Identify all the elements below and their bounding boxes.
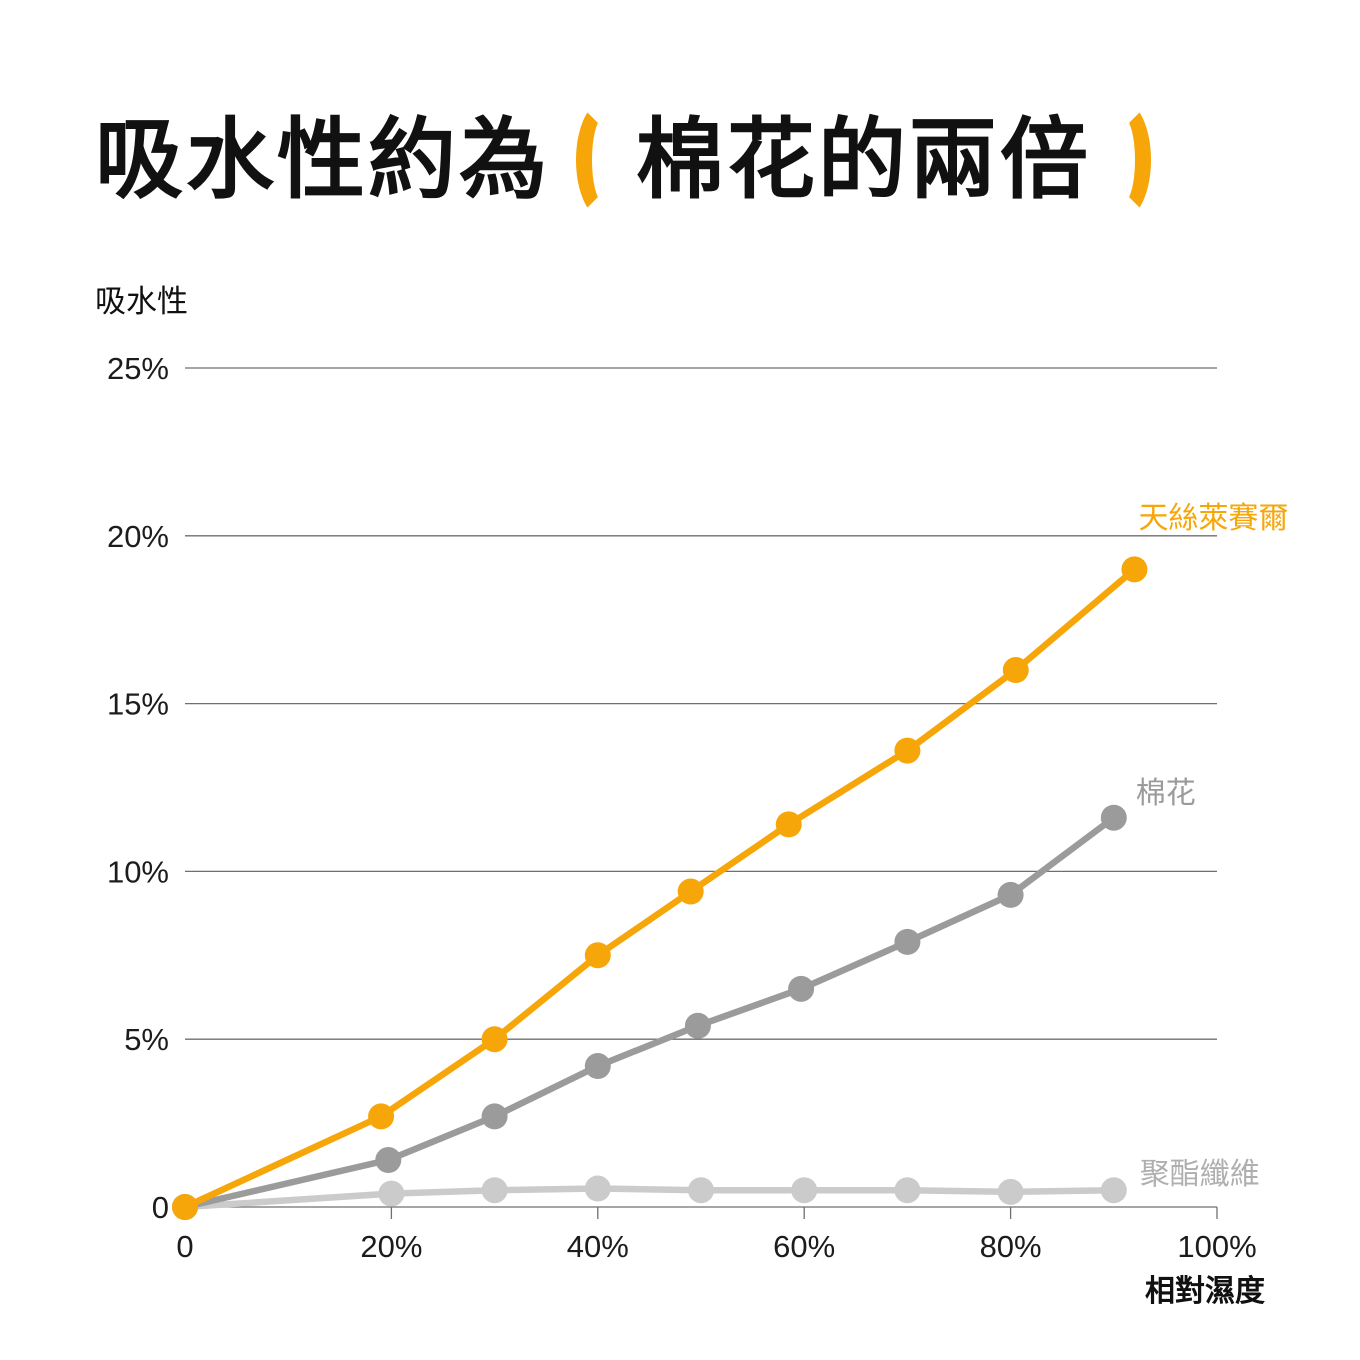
x-tick-label-40%: 40% <box>567 1229 629 1264</box>
series-dot-天絲萊賽爾 <box>894 737 921 764</box>
series-dot-天絲萊賽爾 <box>1002 657 1029 684</box>
close-paren-icon <box>1095 101 1152 219</box>
series-dot-天絲萊賽爾 <box>677 878 704 905</box>
series-dot-聚酯纖維 <box>481 1177 508 1204</box>
series-dot-天絲萊賽爾 <box>481 1026 508 1053</box>
series-dot-棉花 <box>1100 804 1127 831</box>
series-dot-天絲萊賽爾 <box>368 1103 395 1130</box>
series-dot-聚酯纖維 <box>791 1177 818 1204</box>
series-dot-棉花 <box>997 881 1024 908</box>
x-tick-label-20%: 20% <box>360 1229 422 1264</box>
series-dot-聚酯纖維 <box>894 1177 921 1204</box>
series-dot-棉花 <box>788 975 815 1002</box>
series-line-天絲萊賽爾 <box>183 566 1137 1210</box>
series-dot-天絲萊賽爾 <box>584 942 611 969</box>
y-tick-label-5%: 5% <box>124 1022 169 1057</box>
series-dot-聚酯纖維 <box>997 1178 1024 1205</box>
y-axis-title: 吸水性 <box>95 284 188 319</box>
series-line-聚酯纖維 <box>184 1185 1114 1211</box>
legend-cotton: 棉花 <box>1135 776 1196 810</box>
series-dot-天絲萊賽爾 <box>1121 556 1148 583</box>
series-dot-聚酯纖維 <box>1100 1177 1127 1204</box>
series-dot-聚酯纖維 <box>688 1177 714 1204</box>
x-axis-title: 相對濕度 <box>1145 1275 1265 1308</box>
series-dot-棉花 <box>684 1012 711 1039</box>
y-tick-label-0: 0 <box>152 1190 169 1225</box>
title-highlight: 棉花的兩倍 <box>636 110 1092 209</box>
x-tick-label-100%: 100% <box>1177 1229 1256 1264</box>
series-line-棉花 <box>184 815 1116 1211</box>
open-paren-icon <box>576 101 632 219</box>
series-dot-天絲萊賽爾 <box>172 1194 198 1220</box>
series-dot-聚酯纖維 <box>584 1175 611 1202</box>
x-tick-label-0: 0 <box>176 1229 193 1264</box>
legend-polyester: 聚酯纖維 <box>1139 1158 1260 1192</box>
series-dot-棉花 <box>894 928 921 955</box>
series-dot-天絲萊賽爾 <box>775 811 802 838</box>
series-dot-棉花 <box>481 1103 508 1130</box>
series-dot-聚酯纖維 <box>378 1180 405 1207</box>
y-tick-label-20%: 20% <box>107 519 169 554</box>
y-tick-label-15%: 15% <box>107 687 169 722</box>
title-prefix: 吸水性約為 <box>95 110 551 209</box>
x-tick-label-60%: 60% <box>773 1229 835 1264</box>
page-title: 吸水性約為 棉花的兩倍 <box>95 96 1152 224</box>
y-tick-label-25%: 25% <box>107 351 169 386</box>
x-tick-label-80%: 80% <box>980 1229 1042 1264</box>
y-tick-label-10%: 10% <box>107 854 169 889</box>
series-dot-棉花 <box>584 1053 611 1080</box>
legend-tencel-lyocell: 天絲萊賽爾 <box>1138 502 1289 536</box>
series-dot-棉花 <box>375 1147 402 1174</box>
